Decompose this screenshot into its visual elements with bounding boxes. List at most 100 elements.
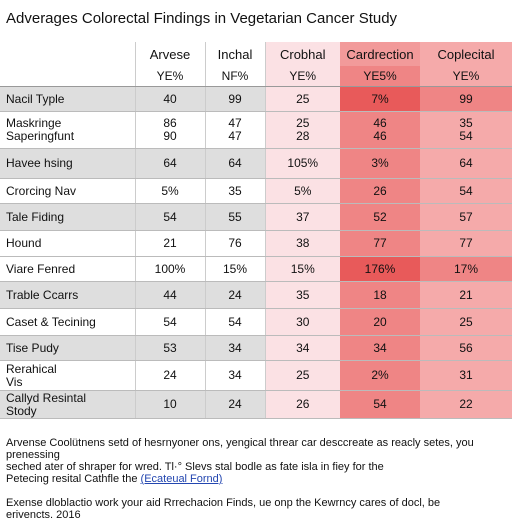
cell-value: 54 [373,397,387,411]
table-cell: 2% [340,360,420,391]
table-cell: 37 [264,203,340,231]
row-label-line: Trable Ccarrs [6,287,79,302]
cell-value: 25 [296,91,310,106]
cell-value: 54 [459,129,473,143]
table-cell: 15% [264,256,340,282]
cell-value: 21 [163,236,177,250]
row-label-line: Crorcing Nav [6,183,77,198]
row-label-line: Tise Pudy [6,340,59,355]
table-cell: 3% [340,148,420,179]
cell-value: 64 [459,156,473,170]
table-cell: 34 [340,335,420,361]
row-label: Nacil Typle [0,86,135,112]
cell-value: 57 [459,209,473,224]
table-cell: 57 [420,203,512,231]
table-cell: 100% [134,256,205,282]
footnote-line: Petecing resital Cathfle the (Ecateual F… [6,473,223,485]
table-cell: 35 [204,178,265,204]
column-header: Cardrection [340,42,420,66]
unit-label: YE% [264,66,340,87]
row-label: Tise Pudy [0,335,135,361]
cell-value: 77 [373,236,387,250]
row-label: Caset & Tecining [0,308,135,336]
cell-value: 24 [228,287,242,302]
table-cell: 31 [420,360,512,391]
table-cell: 24 [204,281,265,309]
table-cell: 40 [134,86,205,112]
row-label: Trable Ccarrs [0,281,135,309]
source-note: Exense dloblactio work your aid Rrrechac… [6,497,510,521]
cell-value: 26 [296,397,310,411]
table-cell: 18 [340,281,420,309]
cell-value: 24 [163,368,177,382]
cell-value: 76 [228,236,242,250]
cell-value: 38 [296,236,310,250]
table-cell: 15% [204,256,265,282]
cell-value: 176% [364,261,396,276]
cell-value: 54 [163,314,177,329]
cell-value: 30 [296,314,310,329]
footnote-line: seched ater of shraper for wred. Tl·° Sl… [6,461,384,473]
cell-value: 10 [163,397,177,411]
table-cell: 105% [264,148,340,179]
row-label-line: Maskringe [6,116,62,130]
cell-value: 25 [296,116,310,130]
cell-value: 54 [163,209,177,224]
corner-cell [0,66,135,87]
row-label-line: Tale Fiding [6,209,65,224]
table-cell: 99 [420,86,512,112]
cell-value: 90 [163,129,177,143]
table-cell: 77 [420,230,512,257]
footnote-link[interactable]: (Ecateual Fornd) [140,473,223,485]
table-cell: 47 47 [204,111,265,149]
header-row: Arvese Inchal Crobhal Cardrection Coplecital [0,42,512,66]
table-cell: 53 [134,335,205,361]
row-label-line: Havee hsing [6,156,73,170]
cell-value: 25 [459,314,473,329]
table-cell: 25 [420,308,512,336]
table-cell: 76 [204,230,265,257]
cell-value: 35 [228,183,242,198]
unit-row: YE% NF% YE% YE5% YE% [0,66,512,87]
table-cell: 34 [204,360,265,391]
row-label: Callyd Resintal Stody [0,390,135,419]
row-label: Maskringe Saperingfunt [0,111,135,149]
source-line: Exense dloblactio work your aid Rrrechac… [6,497,441,509]
row-label: Crorcing Nav [0,178,135,204]
cell-value: 46 [373,116,387,130]
table-cell: 25 28 [264,111,340,149]
cell-value: 35 [296,287,310,302]
row-label-line: Rerahical [6,361,57,376]
cell-value: 99 [228,91,242,106]
cell-value: 52 [373,209,387,224]
cell-value: 20 [373,314,387,329]
footnote-line: Arvense Coolütnens setd of hesrnyoner on… [6,437,474,461]
table-cell: 24 [134,360,205,391]
cell-value: 2% [371,368,389,382]
table-cell: 26 [264,390,340,419]
cell-value: 64 [163,156,177,170]
cell-value: 37 [296,209,310,224]
row-label-line: Callyd Resintal [6,390,87,405]
column-header: Inchal [204,42,265,66]
table-cell: 21 [420,281,512,309]
row-label-line: Nacil Typle [6,91,65,106]
unit-label: NF% [204,66,265,87]
row-label-line: Vis [6,374,23,389]
row-label: Rerahical Vis [0,360,135,391]
cell-value: 86 [163,116,177,130]
findings-table: Arvese Inchal Crobhal Cardrection Coplecital… [0,42,512,419]
table-body: Arvese Inchal Crobhal Cardrection Coplecital… [0,42,512,419]
cell-value: 47 [228,116,242,130]
cell-value: 34 [228,368,242,382]
table-row: Caset & Tecining 54 54 30 20 25 [0,308,512,336]
table-cell: 24 [204,390,265,419]
cell-value: 56 [459,340,473,355]
table-cell: 25 [264,86,340,112]
footer: Arvense Coolütnens setd of hesrnyoner on… [6,437,510,521]
table-cell: 64 [420,148,512,179]
cell-value: 34 [228,340,242,355]
cell-value: 25 [296,368,310,382]
row-label: Havee hsing [0,148,135,179]
cell-value: 35 [459,116,473,130]
